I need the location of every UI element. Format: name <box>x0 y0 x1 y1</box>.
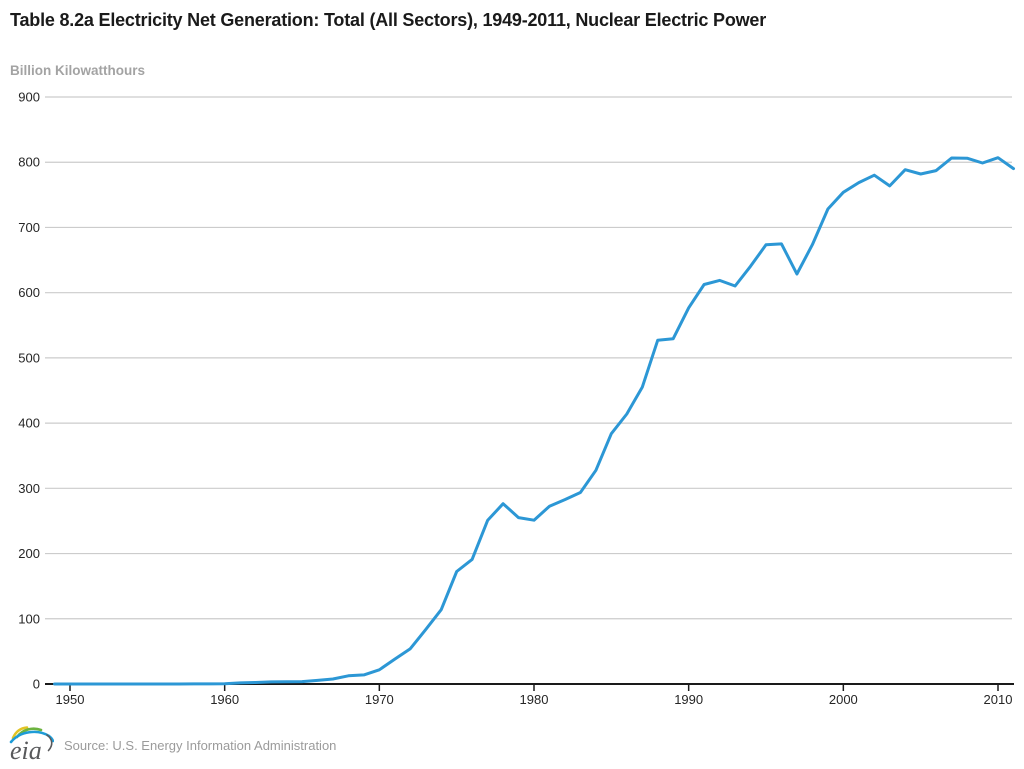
y-tick-label: 500 <box>18 350 40 365</box>
x-tick-label: 1980 <box>520 692 549 707</box>
x-tick-label: 1990 <box>674 692 703 707</box>
x-tick-label: 2000 <box>829 692 858 707</box>
y-tick-label: 700 <box>18 220 40 235</box>
y-tick-label: 800 <box>18 155 40 170</box>
source-text: Source: U.S. Energy Information Administ… <box>64 737 337 753</box>
y-tick-label: 400 <box>18 416 40 431</box>
x-tick-label: 1960 <box>210 692 239 707</box>
x-tick-label: 1970 <box>365 692 394 707</box>
x-tick-label: 2010 <box>984 692 1013 707</box>
y-tick-label: 900 <box>18 90 40 105</box>
x-tick-label: 1950 <box>56 692 85 707</box>
y-tick-label: 200 <box>18 546 40 561</box>
y-tick-label: 600 <box>18 285 40 300</box>
series-line-nuclear <box>53 156 1015 686</box>
page-title: Table 8.2a Electricity Net Generation: T… <box>10 10 767 30</box>
y-tick-label: 0 <box>33 677 40 692</box>
footer: eia Source: U.S. Energy Information Admi… <box>8 725 336 765</box>
chart-svg: 0 100 200 300 400 500 600 700 800 900 1950 1960 1970… <box>18 90 1015 707</box>
eia-logo-gray-arc <box>46 734 53 752</box>
eia-logo-text: eia <box>10 736 42 765</box>
y-tick-label: 300 <box>18 481 40 496</box>
eia-logo: eia <box>9 726 54 765</box>
eia-logo-yellow-swoosh <box>11 726 29 740</box>
y-axis-unit-label: Billion Kilowatthours <box>10 63 145 78</box>
y-tick-label: 100 <box>18 611 40 626</box>
